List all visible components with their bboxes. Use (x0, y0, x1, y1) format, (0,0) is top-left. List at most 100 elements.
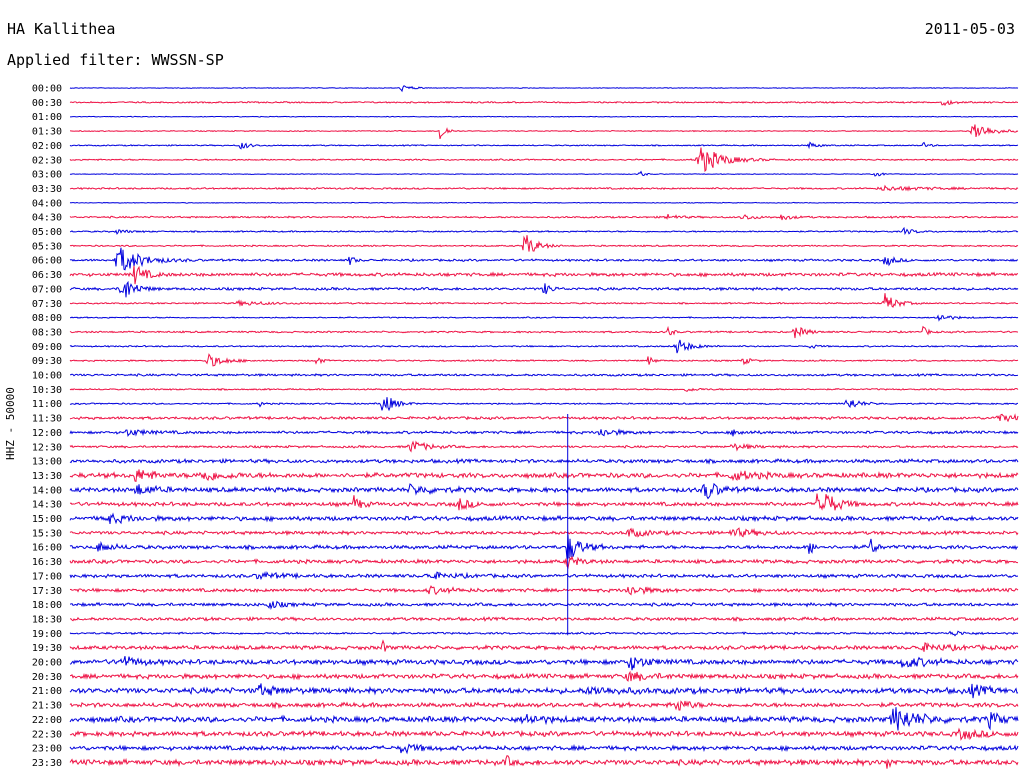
time-tick-label: 08:00 (32, 313, 62, 324)
trace-line (69, 570, 1019, 581)
trace-line (69, 353, 1019, 367)
trace-line (69, 585, 1019, 596)
trace-line (69, 184, 1019, 192)
time-tick-label: 02:30 (32, 155, 62, 166)
time-tick-label: 14:30 (32, 500, 62, 511)
time-tick-label: 04:30 (32, 213, 62, 224)
trace-line (69, 413, 1019, 423)
time-tick-label: 10:00 (32, 371, 62, 382)
time-tick-label: 17:30 (32, 586, 62, 597)
time-tick-label: 01:30 (32, 127, 62, 138)
trace-line (69, 265, 1018, 285)
trace-line (69, 387, 1019, 392)
time-tick-label: 04:00 (32, 198, 62, 209)
time-tick-label: 11:30 (32, 414, 62, 425)
trace-line (69, 482, 1019, 500)
trace-line (69, 755, 1019, 769)
trace-line (69, 226, 1019, 236)
time-tick-label: 01:00 (32, 112, 62, 123)
trace-line (69, 656, 1019, 671)
time-tick-label: 10:30 (32, 385, 62, 396)
trace-line (69, 670, 1019, 682)
time-tick-label: 12:00 (32, 428, 62, 439)
trace-line (69, 280, 1019, 298)
time-tick-label: 18:30 (32, 614, 62, 625)
time-tick-label: 14:00 (32, 485, 62, 496)
time-tick-label: 05:30 (32, 241, 62, 252)
time-tick-label: 17:00 (32, 571, 62, 582)
trace-line (69, 440, 1019, 453)
trace-line (69, 512, 1019, 525)
time-tick-label: 19:30 (32, 643, 62, 654)
time-tick-label: 00:00 (32, 84, 62, 95)
trace-line (69, 99, 1019, 107)
time-tick-label: 09:00 (32, 342, 62, 353)
trace-line (69, 707, 1019, 731)
time-tick-label: 22:30 (32, 729, 62, 740)
time-tick-label: 20:00 (32, 658, 62, 669)
trace-line (69, 372, 1019, 378)
trace-line (69, 314, 1019, 322)
time-tick-label: 19:00 (32, 629, 62, 640)
trace-line (69, 700, 1019, 711)
trace-line (69, 428, 1019, 437)
time-tick-label: 16:00 (32, 543, 62, 554)
time-tick-label: 13:30 (32, 471, 62, 482)
trace-line (69, 616, 1019, 623)
trace-line (69, 727, 1019, 741)
time-tick-label: 03:00 (32, 170, 62, 181)
trace-line (69, 743, 1019, 755)
time-tick-label: 00:30 (32, 98, 62, 109)
time-tick-label: 23:30 (32, 758, 62, 769)
trace-line (69, 639, 1019, 652)
trace-line (69, 339, 1019, 354)
filter-label: Applied filter: WWSSN-SP (7, 51, 224, 69)
trace-line (69, 201, 1019, 204)
time-tick-label: 20:30 (32, 672, 62, 683)
trace-line (69, 683, 1019, 699)
trace-line (69, 170, 1019, 177)
trace-line (69, 213, 1019, 221)
trace-line (69, 527, 1019, 538)
time-tick-label: 07:00 (32, 284, 62, 295)
trace-line (69, 147, 1019, 173)
station-title: HA Kallithea (7, 20, 116, 38)
time-tick-label: 13:00 (32, 457, 62, 468)
trace-line (69, 600, 1019, 611)
time-tick-label: 12:30 (32, 442, 62, 453)
time-tick-label: 06:00 (32, 256, 62, 267)
trace-line (69, 115, 1019, 118)
trace-line (69, 124, 1019, 140)
trace-line (69, 457, 1019, 465)
time-tick-label: 02:00 (32, 141, 62, 152)
trace-line (69, 469, 1019, 483)
trace-line (69, 630, 1019, 637)
time-tick-label: 09:30 (32, 356, 62, 367)
time-tick-label: 11:00 (32, 399, 62, 410)
time-tick-label: 07:30 (32, 299, 62, 310)
record-date: 2011-05-03 (924, 20, 1015, 38)
trace-line (69, 534, 1019, 559)
trace-line (69, 235, 1019, 252)
trace-line (69, 555, 1019, 570)
trace-line (69, 397, 1019, 412)
time-tick-label: 21:30 (32, 701, 62, 712)
trace-line (69, 141, 1019, 150)
time-tick-label: 21:00 (32, 686, 62, 697)
time-tick-label: 16:30 (32, 557, 62, 568)
trace-line (69, 293, 1019, 308)
trace-line (69, 85, 1019, 93)
time-tick-label: 03:30 (32, 184, 62, 195)
time-tick-label: 22:00 (32, 715, 62, 726)
trace-line (69, 247, 1019, 271)
time-tick-label: 05:00 (32, 227, 62, 238)
time-tick-label: 23:00 (32, 744, 62, 755)
trace-line (69, 493, 1019, 511)
time-tick-label: 15:00 (32, 514, 62, 525)
trace-line (69, 325, 1019, 339)
time-tick-label: 08:30 (32, 327, 62, 338)
time-tick-label: 15:30 (32, 528, 62, 539)
time-tick-label: 18:00 (32, 600, 62, 611)
time-tick-label: 06:30 (32, 270, 62, 281)
